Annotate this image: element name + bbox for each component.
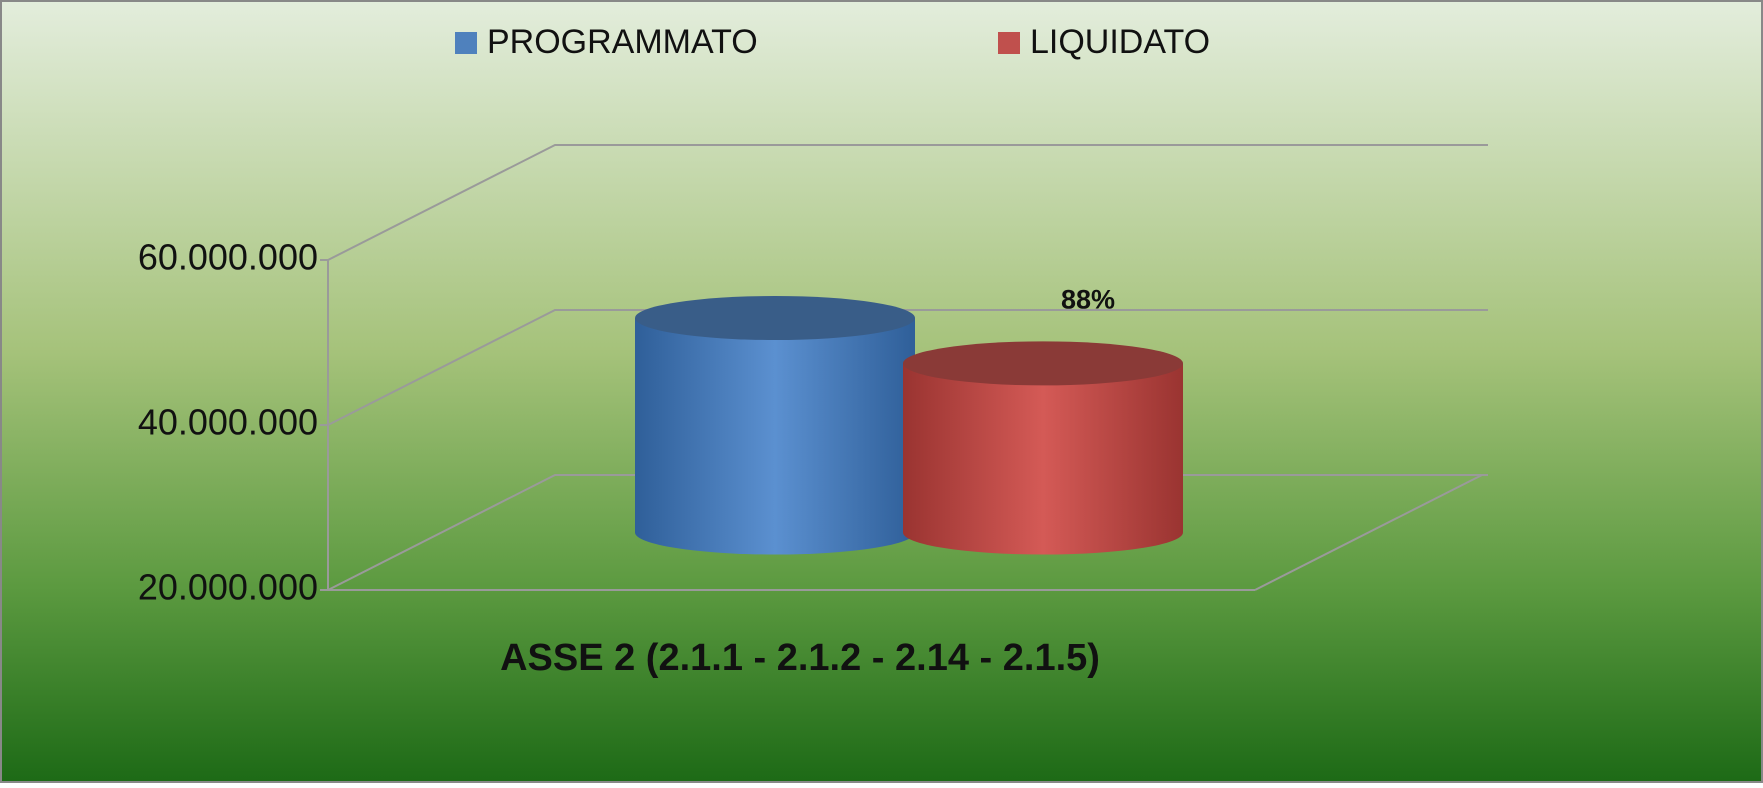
grid-line	[327, 144, 1488, 261]
chart-title: ASSE 2 (2.1.1 - 2.1.2 - 2.14 - 2.1.5)	[500, 637, 1100, 679]
legend-label: LIQUIDATO	[1030, 23, 1210, 61]
y-tick-label: 40.000.000	[138, 402, 318, 443]
legend-swatch	[455, 32, 477, 54]
legend-label: PROGRAMMATO	[487, 23, 758, 61]
legend-swatch	[998, 32, 1020, 54]
grid-line	[327, 309, 1488, 426]
cylinder-body	[635, 318, 915, 555]
cylinder-top	[903, 341, 1183, 386]
cylinder-top	[635, 296, 915, 340]
floor-edge	[1254, 474, 1483, 591]
cylinder-body	[903, 363, 1183, 555]
y-tick-label: 20.000.000	[138, 567, 318, 608]
y-tick-label: 60.000.000	[138, 237, 318, 278]
data-label: 88%	[1061, 285, 1115, 315]
